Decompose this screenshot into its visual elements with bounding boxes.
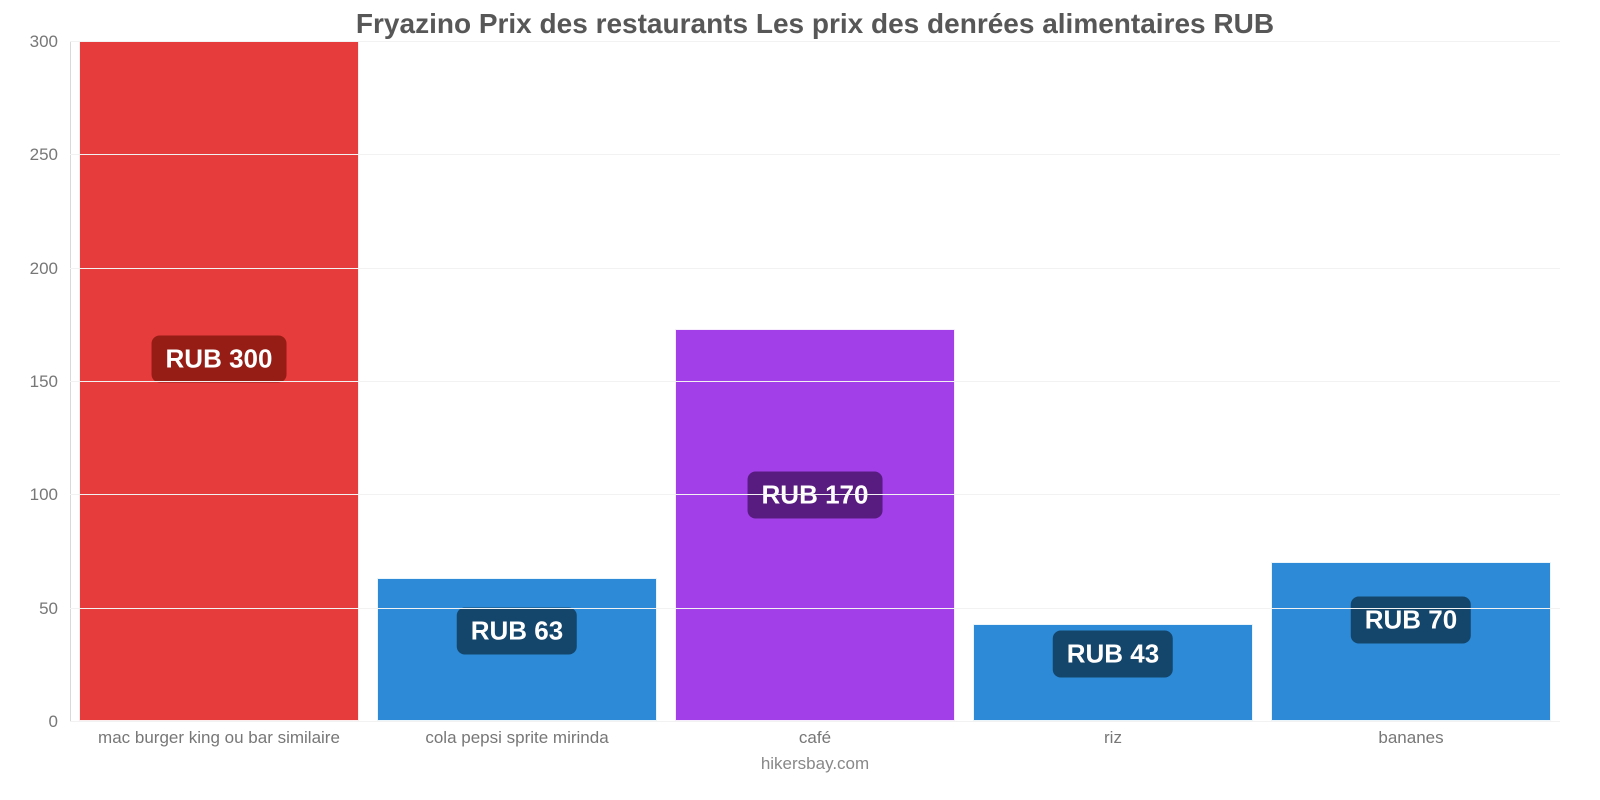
chart-title: Fryazino Prix des restaurants Les prix d… xyxy=(70,0,1560,42)
x-tick-label: bananes xyxy=(1262,728,1560,748)
value-badge: RUB 63 xyxy=(457,608,577,655)
x-tick-label: café xyxy=(666,728,964,748)
x-tick-label: cola pepsi sprite mirinda xyxy=(368,728,666,748)
grid-line xyxy=(70,608,1560,609)
source-text: hikersbay.com xyxy=(70,754,1560,774)
bar-slot: RUB 70 xyxy=(1262,42,1560,722)
grid-line xyxy=(70,41,1560,42)
value-badge: RUB 170 xyxy=(748,472,883,519)
y-tick-label: 250 xyxy=(30,145,70,165)
x-axis-labels: mac burger king ou bar similairecola pep… xyxy=(70,728,1560,748)
x-tick-label: riz xyxy=(964,728,1262,748)
y-tick-label: 100 xyxy=(30,485,70,505)
bar xyxy=(675,329,955,721)
bars-container: RUB 300 RUB 63 RUB 170 RUB 43 RUB 70 xyxy=(70,42,1560,722)
price-bar-chart: Fryazino Prix des restaurants Les prix d… xyxy=(0,0,1600,800)
grid-line xyxy=(70,381,1560,382)
bar-slot: RUB 300 xyxy=(70,42,368,722)
grid-line xyxy=(70,721,1560,722)
grid-line xyxy=(70,154,1560,155)
grid-line xyxy=(70,494,1560,495)
bar-slot: RUB 170 xyxy=(666,42,964,722)
y-tick-label: 0 xyxy=(49,712,70,732)
plot-area: RUB 300RUB 63RUB 170RUB 43RUB 70 0501001… xyxy=(70,42,1560,722)
y-tick-label: 150 xyxy=(30,372,70,392)
y-tick-label: 300 xyxy=(30,32,70,52)
x-tick-label: mac burger king ou bar similaire xyxy=(70,728,368,748)
value-badge: RUB 70 xyxy=(1351,597,1471,644)
y-tick-label: 50 xyxy=(39,599,70,619)
grid-line xyxy=(70,268,1560,269)
value-badge: RUB 300 xyxy=(152,336,287,383)
y-tick-label: 200 xyxy=(30,259,70,279)
bar-slot: RUB 43 xyxy=(964,42,1262,722)
bar-slot: RUB 63 xyxy=(368,42,666,722)
value-badge: RUB 43 xyxy=(1053,631,1173,678)
